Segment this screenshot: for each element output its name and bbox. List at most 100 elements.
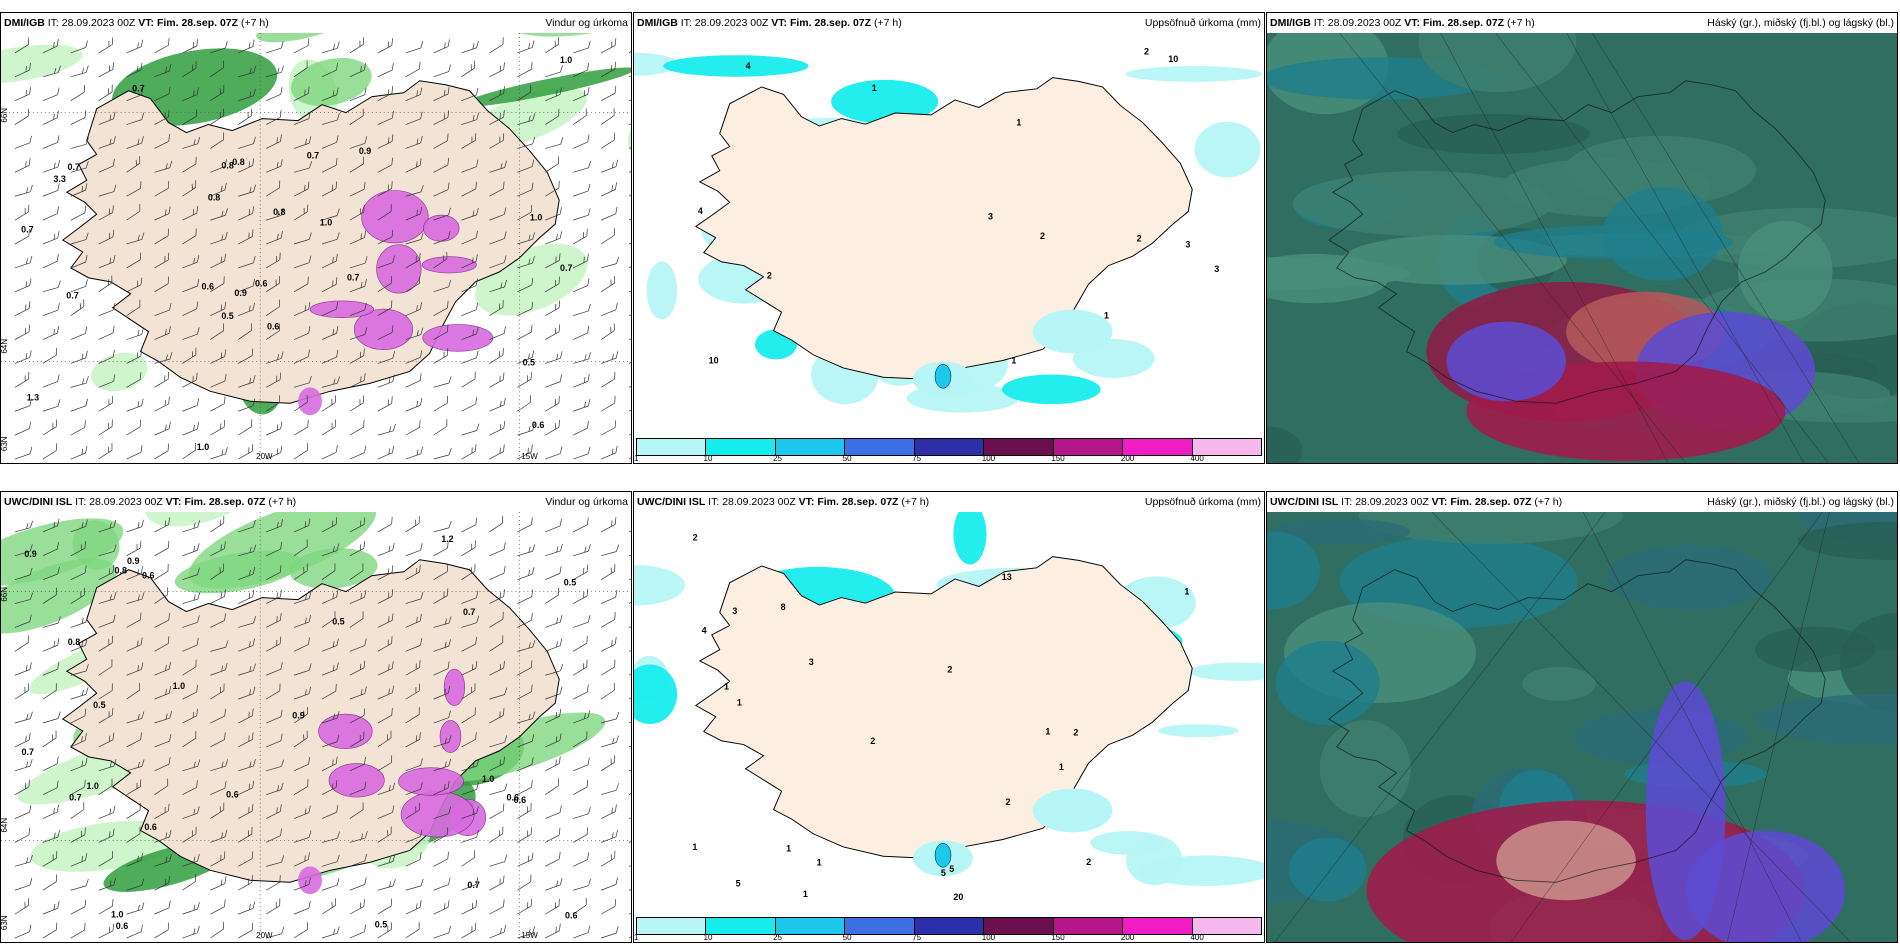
wind-barb xyxy=(266,87,283,102)
wind-barb xyxy=(154,854,172,867)
wind-barb xyxy=(377,898,392,915)
wind-barb xyxy=(545,65,563,78)
wind-barb xyxy=(293,161,312,173)
accum-precip-area xyxy=(934,364,952,389)
precip-value-label: 0.8 xyxy=(68,637,80,647)
panel-accum-precip-bottom: UWC/DINI ISL IT: 28.09.2023 00Z VT: Fim.… xyxy=(633,491,1265,943)
wind-barb xyxy=(349,781,367,796)
heavy-precip xyxy=(309,300,374,319)
wind-barb xyxy=(377,730,392,748)
colorbar-swatch xyxy=(637,918,707,934)
wind-barb xyxy=(461,806,479,819)
wind-barb xyxy=(405,206,423,221)
wind-barb xyxy=(461,112,479,125)
wind-barb xyxy=(545,300,561,316)
wind-barb xyxy=(42,662,60,676)
panel-title: Háský (gr.), miðský (fj.bl.) og lágský (… xyxy=(1707,17,1894,29)
wind-barb xyxy=(377,755,393,772)
wind-barb xyxy=(126,732,142,748)
wind-barb xyxy=(210,759,229,772)
wind-barb xyxy=(238,444,254,460)
lat-label: 63N xyxy=(1,436,9,451)
wind-barb xyxy=(600,275,615,293)
colorbar-swatch xyxy=(1123,439,1193,455)
wind-barb xyxy=(266,855,285,867)
wind-barb xyxy=(126,566,144,581)
accum-precip-area xyxy=(831,79,939,124)
accum-value-label: 2 xyxy=(767,271,772,281)
accum-value-label: 3 xyxy=(809,657,814,667)
wind-barb xyxy=(238,88,256,102)
wind-barb xyxy=(489,421,506,436)
wind-barb xyxy=(573,925,591,939)
wind-barb xyxy=(349,924,367,939)
wind-barb xyxy=(600,829,618,843)
wind-barb xyxy=(154,421,171,436)
heavy-precip xyxy=(421,256,477,274)
wind-barb xyxy=(293,637,310,652)
wind-barb xyxy=(126,924,143,939)
wind-barb xyxy=(545,686,563,700)
wind-barb xyxy=(545,180,560,197)
lon-label: 15W xyxy=(521,452,538,461)
wind-barb xyxy=(265,636,282,652)
wind-barb xyxy=(405,683,421,700)
accum-value-label: 3 xyxy=(1214,264,1219,274)
wind-barb xyxy=(321,898,336,915)
wind-barb xyxy=(238,616,257,628)
wind-barb xyxy=(70,899,87,915)
colorbar-tick-label: 25 xyxy=(773,454,783,463)
wind-barb xyxy=(461,759,480,772)
wind-barb xyxy=(293,204,309,221)
model-name: DMI/IGB xyxy=(4,17,45,29)
wind-barb xyxy=(210,231,228,245)
init-time: 28.09.2023 00Z xyxy=(89,496,163,508)
lat-label: 66N xyxy=(1,587,9,602)
wind-barb xyxy=(154,160,173,173)
wind-barb xyxy=(154,396,170,412)
wind-barb xyxy=(182,567,200,581)
colorbar-swatch xyxy=(1192,439,1261,455)
wind-barb xyxy=(321,419,337,436)
wind-barb xyxy=(600,108,615,125)
precip-blob xyxy=(360,512,544,514)
wind-barb xyxy=(517,232,535,245)
wind-barb xyxy=(489,86,505,101)
wind-barb xyxy=(517,62,533,78)
wind-barb xyxy=(349,757,366,772)
precip-blob xyxy=(188,512,376,589)
wind-barb xyxy=(405,802,420,819)
wind-barb xyxy=(210,802,225,819)
mid-cloud xyxy=(1840,613,1897,713)
colorbar-tick-label: 75 xyxy=(912,454,922,463)
wind-barb xyxy=(489,160,507,173)
wind-barb xyxy=(293,60,308,78)
wind-barb xyxy=(405,350,423,364)
wind-barb xyxy=(377,396,393,412)
wind-barb xyxy=(433,64,451,78)
mid-cloud xyxy=(1319,720,1411,818)
wind-barb xyxy=(321,253,338,269)
wind-barb xyxy=(210,921,224,939)
wind-barb xyxy=(545,615,563,628)
wind-barb xyxy=(154,778,169,795)
wind-barb xyxy=(405,758,423,772)
mid-cloud xyxy=(1737,220,1833,321)
wind-barb xyxy=(573,420,589,436)
wind-barb xyxy=(70,853,88,867)
colorbar-tick-label: 1 xyxy=(634,454,639,463)
wind-barb xyxy=(628,333,631,340)
precip-value-label: 0.7 xyxy=(463,607,475,617)
wind-barb xyxy=(238,589,255,604)
wind-barb xyxy=(210,208,228,221)
wind-barb xyxy=(14,544,33,557)
wind-barb xyxy=(321,543,340,557)
wind-barb xyxy=(210,516,225,533)
wind-barb xyxy=(126,136,144,149)
wind-barb xyxy=(321,277,338,293)
wind-barb xyxy=(265,874,281,891)
wind-barb xyxy=(573,757,590,772)
wind-barb xyxy=(154,443,169,460)
wind-barb xyxy=(600,371,616,388)
accum-value-label: 2 xyxy=(1137,233,1142,243)
